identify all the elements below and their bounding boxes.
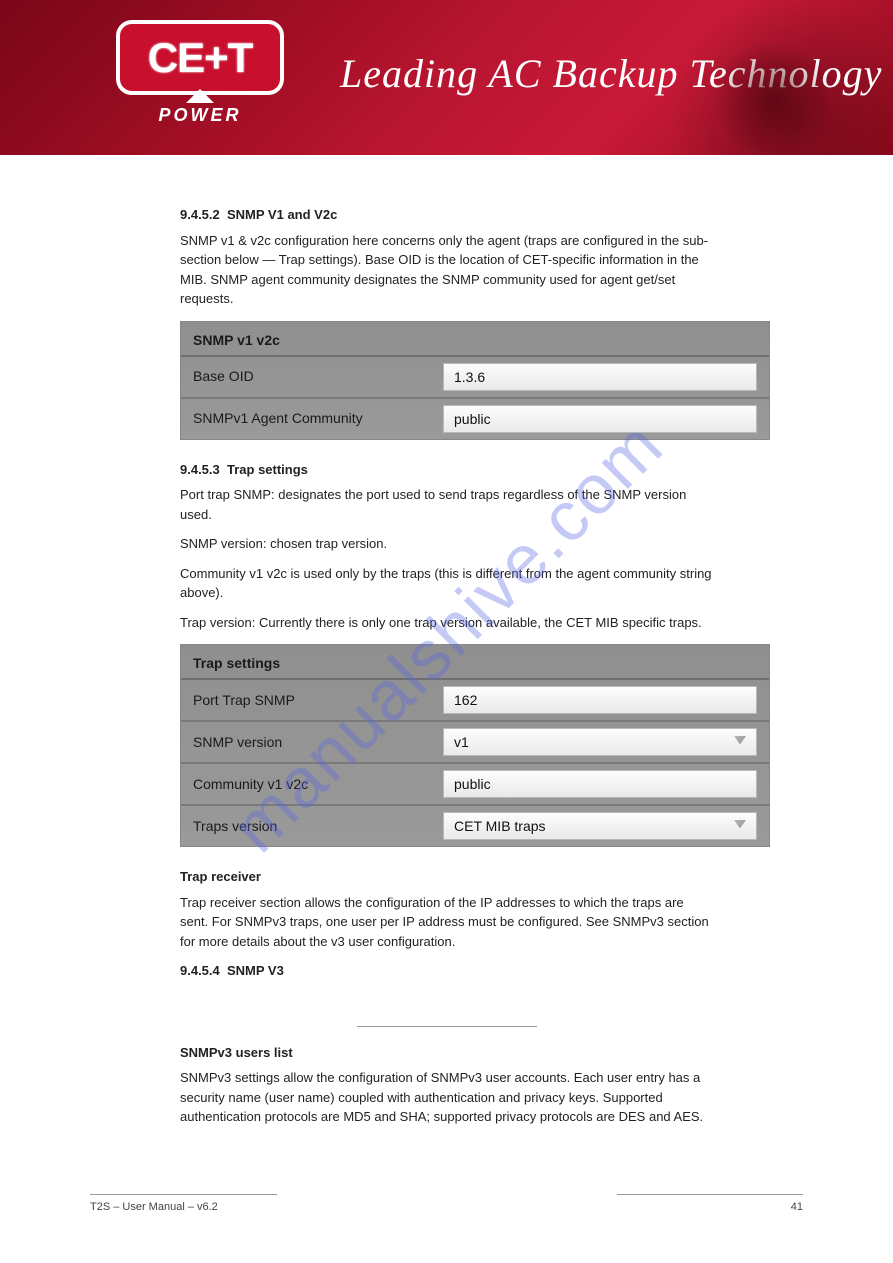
- section-title: SNMP V3: [227, 963, 284, 978]
- snmp-version-select[interactable]: v1: [443, 728, 757, 756]
- tagline: Leading AC Backup Technology: [340, 50, 882, 97]
- port-trap-input[interactable]: 162: [443, 686, 757, 714]
- page-header: CE+T POWER Leading AC Backup Technology: [0, 0, 893, 155]
- body-paragraph: Trap version: Currently there is only on…: [180, 613, 713, 633]
- document-body: 9.4.5.2 SNMP V1 and V2c SNMP v1 & v2c co…: [0, 155, 893, 1177]
- brand-logo: CE+T POWER: [115, 20, 285, 130]
- panel-row: SNMP version v1: [181, 720, 769, 762]
- agent-community-input[interactable]: public: [443, 405, 757, 433]
- field-label: Port Trap SNMP: [193, 690, 443, 711]
- page-footer: T2S – User Manual – v6.2 41: [0, 1180, 893, 1213]
- body-paragraph: Community v1 v2c is used only by the tra…: [180, 564, 713, 603]
- panel-row: Community v1 v2c public: [181, 762, 769, 804]
- logo-mark: CE+T: [116, 20, 284, 95]
- panel-row: Base OID 1.3.6: [181, 357, 769, 397]
- body-paragraph: SNMPv3 settings allow the configuration …: [180, 1068, 713, 1127]
- traps-version-select[interactable]: CET MIB traps: [443, 812, 757, 840]
- section-number: 9.4.5.4: [180, 963, 220, 978]
- section-title: SNMP V1 and V2c: [227, 207, 337, 222]
- divider: [357, 1026, 537, 1027]
- field-label: Base OID: [193, 366, 443, 387]
- snmp-v1v2c-panel: SNMP v1 v2c Base OID 1.3.6 SNMPv1 Agent …: [180, 321, 770, 440]
- community-input[interactable]: public: [443, 770, 757, 798]
- body-paragraph: SNMP v1 & v2c configuration here concern…: [180, 231, 713, 309]
- panel-row: Port Trap SNMP 162: [181, 680, 769, 720]
- section-number: 9.4.5.2: [180, 207, 220, 222]
- body-paragraph: Trap receiver section allows the configu…: [180, 893, 713, 952]
- footer-rule-right: [617, 1194, 804, 1195]
- base-oid-input[interactable]: 1.3.6: [443, 363, 757, 391]
- section-heading-2: 9.4.5.3 Trap settings: [180, 460, 713, 480]
- footer-page-number: 41: [791, 1201, 803, 1213]
- panel-row: Traps version CET MIB traps: [181, 804, 769, 846]
- field-label: SNMP version: [193, 732, 443, 753]
- sub-heading: SNMPv3 users list: [180, 1043, 713, 1063]
- field-label: Community v1 v2c: [193, 774, 443, 795]
- sub-heading: Trap receiver: [180, 867, 713, 887]
- section-title: Trap settings: [227, 462, 308, 477]
- section-number: 9.4.5.3: [180, 462, 220, 477]
- footer-rule-left: [90, 1194, 277, 1195]
- footer-doc-title: T2S – User Manual – v6.2: [90, 1201, 218, 1213]
- body-paragraph: Port trap SNMP: designates the port used…: [180, 485, 713, 524]
- logo-anvil-icon: [186, 89, 214, 103]
- panel-row: SNMPv1 Agent Community public: [181, 397, 769, 439]
- trap-settings-panel: Trap settings Port Trap SNMP 162 SNMP ve…: [180, 644, 770, 847]
- panel-title: SNMP v1 v2c: [181, 322, 769, 357]
- body-paragraph: SNMP version: chosen trap version.: [180, 534, 713, 554]
- section-heading-1: 9.4.5.2 SNMP V1 and V2c: [180, 205, 713, 225]
- field-label: SNMPv1 Agent Community: [193, 408, 443, 429]
- logo-subtext: POWER: [158, 105, 241, 126]
- field-label: Traps version: [193, 816, 443, 837]
- logo-text: CE+T: [148, 34, 253, 82]
- panel-title: Trap settings: [181, 645, 769, 680]
- section-heading-3: 9.4.5.4 SNMP V3: [180, 961, 713, 981]
